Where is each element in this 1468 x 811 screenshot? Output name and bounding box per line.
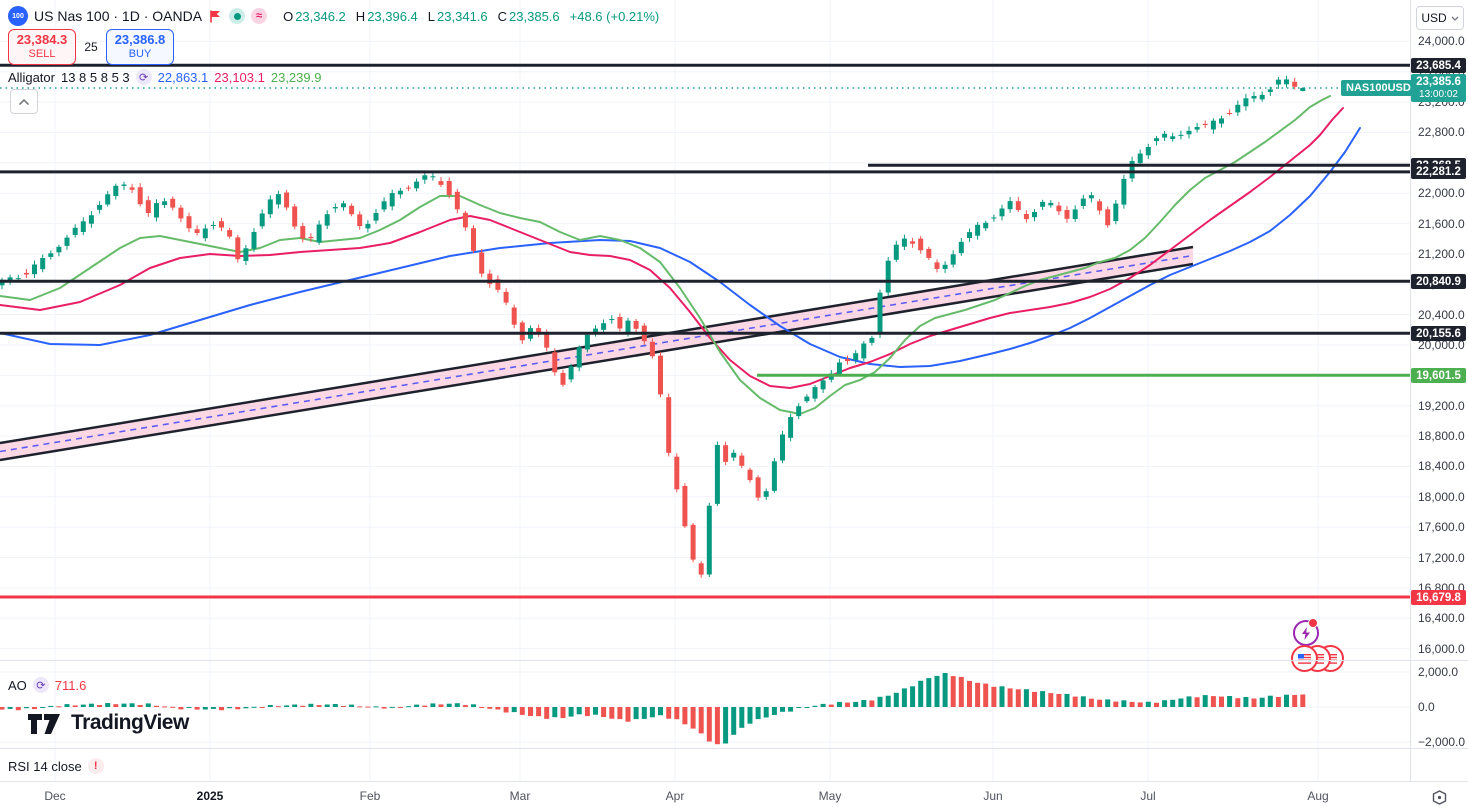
pane-separator-ao-rsi[interactable]: [0, 748, 1468, 749]
close-value: 23,385.6: [509, 8, 560, 24]
economic-events-icons[interactable]: [1291, 645, 1344, 672]
bot-status-icon[interactable]: [229, 8, 246, 24]
tradingview-logo[interactable]: TradingView: [28, 710, 189, 736]
news-event-icon[interactable]: [1293, 618, 1319, 646]
time-tick-dec: Dec: [44, 789, 66, 803]
price-tick: 22,800.0: [1418, 125, 1465, 139]
alligator-name: Alligator: [8, 69, 55, 85]
time-tick-aug: Aug: [1307, 789, 1329, 803]
price-tick: 21,600.0: [1418, 217, 1465, 231]
collapse-legend-button[interactable]: [10, 89, 38, 114]
flag-icon[interactable]: [208, 9, 223, 24]
price-tick: 18,800.0: [1418, 429, 1465, 443]
alligator-legend-row[interactable]: Alligator 13 8 5 8 5 3 ⟳ 22,863.1 23,103…: [8, 68, 321, 86]
symbol-title[interactable]: US Nas 100 · 1D · OANDA: [34, 8, 203, 24]
tradingview-logo-icon: [28, 714, 60, 734]
level-price-badge: 22,281.2: [1411, 164, 1466, 179]
price-tick: 16,400.0: [1418, 611, 1465, 625]
series-price-tag: NAS100USD: [1341, 80, 1416, 96]
level-price-badge: 20,840.9: [1411, 274, 1466, 289]
currency-dropdown[interactable]: USD: [1416, 6, 1464, 30]
time-tick-jul: Jul: [1140, 789, 1156, 803]
alligator-teeth-value: 23,103.1: [214, 69, 265, 85]
level-price-badge: 19,601.5: [1411, 368, 1466, 383]
countdown-timer: 13:00:02: [1419, 88, 1458, 100]
axis-settings-button[interactable]: [1424, 786, 1454, 808]
spread-value: 25: [84, 40, 98, 54]
high-value: 23,396.4: [367, 8, 418, 24]
price-tick: 21,200.0: [1418, 247, 1465, 261]
sync-icon[interactable]: ⟳: [135, 69, 152, 85]
price-tick: 20,000.0: [1418, 338, 1465, 352]
rsi-legend-row[interactable]: RSI 14 close !: [8, 757, 104, 775]
price-tick: 17,200.0: [1418, 551, 1465, 565]
sell-button[interactable]: 23,384.3 SELL: [8, 29, 76, 65]
level-price-badge: 20,155.6: [1411, 326, 1466, 341]
level-price-badge: 23,685.4: [1411, 58, 1466, 73]
price-axis[interactable]: [1410, 0, 1468, 811]
sync-icon[interactable]: ⟳: [32, 677, 49, 693]
price-tick: 16,000.0: [1418, 642, 1465, 656]
us-flag-icon: [1291, 645, 1318, 672]
chart-canvas[interactable]: [0, 0, 1410, 781]
rsi-name: RSI 14 close: [8, 758, 82, 774]
time-tick-jun: Jun: [983, 789, 1003, 803]
ao-tick: 0.0: [1418, 700, 1435, 714]
current-price-badge: 23,385.6 13:00:02: [1411, 74, 1466, 102]
price-tick: 20,400.0: [1418, 308, 1465, 322]
price-tick: 18,400.0: [1418, 459, 1465, 473]
buy-button[interactable]: 23,386.8 BUY: [106, 29, 174, 65]
time-tick-may: May: [818, 789, 842, 803]
chevron-up-icon: [19, 98, 29, 105]
time-axis[interactable]: [0, 781, 1468, 811]
approx-icon[interactable]: ≈: [251, 8, 268, 24]
price-tick: 19,200.0: [1418, 399, 1465, 413]
symbol-legend-row: 100 US Nas 100 · 1D · OANDA ≈ O 23,346.2 …: [8, 5, 661, 27]
time-tick-2025: 2025: [196, 789, 224, 803]
price-tick: 18,000.0: [1418, 490, 1465, 504]
pane-separator-main-ao[interactable]: [0, 660, 1468, 661]
time-tick-apr: Apr: [665, 789, 685, 803]
ao-tick: −2,000.0: [1418, 735, 1466, 749]
price-tick: 22,000.0: [1418, 186, 1465, 200]
ohlc-values: O 23,346.2 H 23,396.4 L 23,341.6 C 23,385.6 …: [283, 8, 660, 24]
ao-value: 711.6: [54, 677, 87, 693]
symbol-logo-icon: 100: [8, 6, 28, 26]
change-value: +48.6 (+0.21%): [569, 8, 660, 24]
trade-buttons-row: 23,384.3 SELL 25 23,386.8 BUY: [8, 29, 174, 65]
warning-icon: !: [87, 758, 104, 774]
level-price-badge: 16,679.8: [1411, 590, 1466, 605]
chart-plot: [0, 0, 1410, 781]
price-tick: 24,000.0: [1418, 34, 1465, 48]
alligator-lips-value: 23,239.9: [270, 69, 322, 85]
price-tick: 17,600.0: [1418, 520, 1465, 534]
time-tick-mar: Mar: [509, 789, 531, 803]
time-tick-feb: Feb: [359, 789, 381, 803]
gear-icon: [1432, 789, 1446, 805]
alligator-jaw-value: 22,863.1: [157, 69, 209, 85]
open-value: 23,346.2: [295, 8, 346, 24]
ao-legend-row[interactable]: AO ⟳ 711.6: [8, 676, 86, 694]
notification-dot: [1308, 618, 1318, 628]
low-value: 23,341.6: [437, 8, 488, 24]
chevron-down-icon: [1451, 16, 1459, 21]
ao-name: AO: [8, 677, 27, 693]
alligator-params: 13 8 5 8 5 3: [60, 69, 130, 85]
ao-tick: 2,000.0: [1418, 665, 1459, 679]
lightning-icon: [1302, 626, 1310, 640]
